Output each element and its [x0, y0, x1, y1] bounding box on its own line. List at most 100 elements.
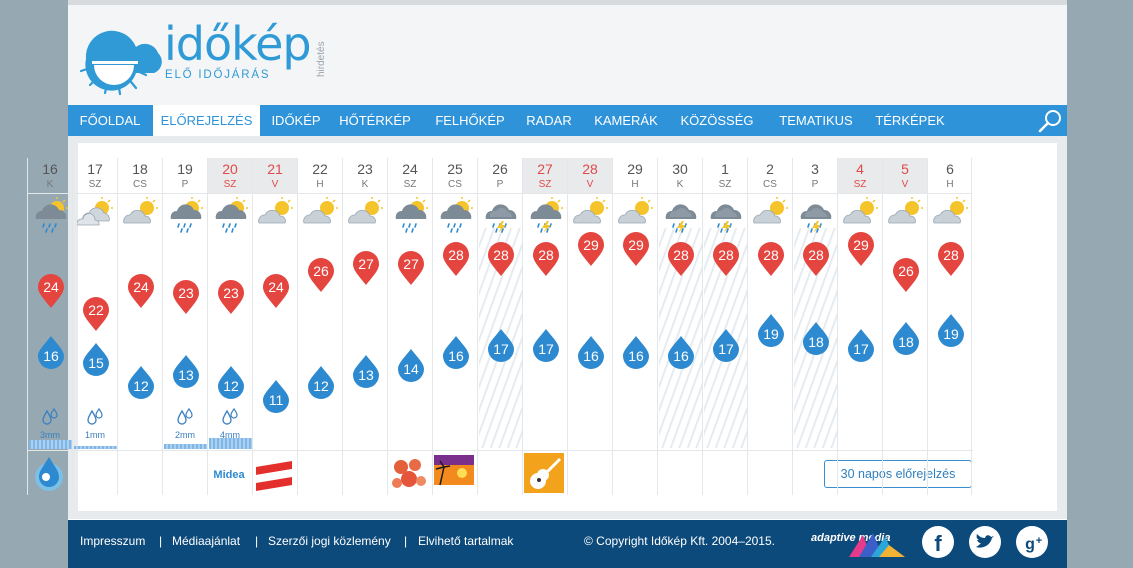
max-temp-value: 28 — [673, 247, 689, 263]
forecast-day-column[interactable]: 26 P 28 17 — [477, 158, 522, 495]
max-temp-value: 27 — [358, 256, 374, 272]
midea-logo[interactable]: Midea — [209, 453, 249, 493]
day-of-week: K — [361, 179, 369, 190]
forecast-day-column[interactable]: 30 K 28 16 — [657, 158, 702, 495]
day-header: 22 H — [298, 158, 342, 194]
day-of-week: SZ — [403, 179, 417, 190]
day-date: 26 — [492, 161, 508, 177]
min-temp-drop: 16 — [668, 336, 694, 369]
nav-item-kozosseg[interactable]: KÖZÖSSÉG — [680, 113, 754, 128]
max-temp-pin: 28 — [938, 242, 964, 276]
min-temp-drop: 18 — [803, 322, 829, 355]
min-temp-value: 17 — [538, 341, 554, 357]
facebook-icon[interactable]: f — [921, 525, 955, 559]
adaptive-media-logo[interactable]: adaptive media — [809, 527, 909, 561]
forecast-day-column[interactable]: 5 V 26 18 — [882, 158, 927, 495]
day-of-week: P — [811, 179, 819, 190]
nav-item-fooldal[interactable]: FŐOLDAL — [79, 113, 141, 128]
max-temp-pin: 26 — [308, 258, 334, 292]
ad-label: hirdetés — [316, 41, 327, 77]
nav-item-tematikus[interactable]: TEMATIKUS — [779, 113, 853, 128]
min-temp-drop: 19 — [938, 314, 964, 347]
logo-sun-cloud-icon[interactable] — [78, 17, 170, 97]
brand-name[interactable]: időkép — [164, 17, 312, 71]
day-date: 18 — [132, 161, 148, 177]
sun-cloud-icon — [933, 197, 968, 224]
footer-link-szerzoi-jog[interactable]: Szerzői jogi közlemény — [268, 534, 391, 548]
min-temp-drop: 16 — [443, 336, 469, 369]
min-temp-value: 17 — [718, 341, 734, 357]
sun-cloud-icon — [303, 197, 338, 224]
forecast-day-column[interactable]: 4 SZ 29 17 — [837, 158, 882, 495]
max-temp-value: 29 — [628, 237, 644, 253]
day-of-week: P — [496, 179, 504, 190]
nav-item-radar[interactable]: RADAR — [526, 113, 572, 128]
nav-item-kamerak[interactable]: KAMERÁK — [594, 113, 658, 128]
footer-link-elviheto[interactable]: Elvihető tartalmak — [418, 534, 514, 548]
min-temp-drop: 18 — [893, 322, 919, 355]
forecast-day-column[interactable]: 22 H 26 12 — [297, 158, 342, 495]
nav-item-felhokep[interactable]: FELHŐKÉP — [435, 113, 505, 128]
day-of-week: P — [181, 179, 189, 190]
min-temp-drop: 15 — [83, 343, 109, 376]
max-temp-value: 28 — [718, 247, 734, 263]
day-date: 1 — [721, 161, 729, 177]
header: időkép ELŐ IDŐJÁRÁS hirdetés — [68, 5, 1067, 106]
flowers-logo[interactable] — [389, 453, 429, 493]
max-temp-pin: 27 — [353, 251, 379, 285]
forecast-grid: 30 napos előrejelzés 16 K 24 16 3mm 17 SZ 22 15 1… — [27, 158, 973, 495]
precip-bar — [164, 444, 207, 449]
nav-item-idokep[interactable]: IDŐKÉP — [271, 113, 321, 128]
forecast-day-column[interactable]: 3 P 28 18 — [792, 158, 837, 495]
sunset-logo[interactable] — [434, 453, 474, 493]
nav-item-terkepek[interactable]: TÉRKÉPEK — [875, 113, 945, 128]
forecast-day-column[interactable]: 29 H 29 16 — [612, 158, 657, 495]
cloud-storm-icon — [665, 204, 697, 233]
forecast-day-column[interactable]: 23 K 27 13 — [342, 158, 387, 495]
search-icon[interactable] — [1037, 108, 1063, 134]
min-temp-value: 18 — [898, 334, 914, 350]
twitter-icon[interactable] — [968, 525, 1002, 559]
forecast-day-column[interactable]: 20 SZ 23 12 4mm — [207, 158, 252, 495]
day-date: 16 — [42, 161, 58, 177]
forecast-day-column[interactable]: 1 SZ 28 17 — [702, 158, 747, 495]
water-drop-logo[interactable] — [29, 453, 69, 493]
forecast-day-column[interactable]: 19 P 23 13 2mm — [162, 158, 207, 495]
nav-item-elorejelzes[interactable]: ELŐREJELZÉS — [153, 105, 260, 136]
forecast-day-column[interactable]: 24 SZ 27 14 — [387, 158, 432, 495]
forecast-day-column[interactable]: 6 H 28 19 — [927, 158, 972, 495]
max-temp-value: 28 — [808, 247, 824, 263]
max-temp-pin: 28 — [443, 242, 469, 276]
max-temp-pin: 28 — [758, 242, 784, 276]
min-temp-drop: 16 — [623, 336, 649, 369]
forecast-day-column[interactable]: 17 SZ 22 15 1mm — [72, 158, 117, 495]
guitar-logo[interactable] — [524, 453, 564, 493]
forecast-day-column[interactable]: 25 CS 28 16 — [432, 158, 477, 495]
max-temp-pin: 23 — [218, 280, 244, 314]
min-temp-value: 16 — [673, 348, 689, 364]
day-header: 29 H — [613, 158, 657, 194]
footer-link-impresszum[interactable]: Impresszum — [80, 534, 146, 548]
austria-flag-logo[interactable] — [254, 453, 294, 493]
forecast-30-day-button[interactable]: 30 napos előrejelzés — [824, 460, 972, 488]
max-temp-pin: 28 — [668, 242, 694, 276]
day-header: 1 SZ — [703, 158, 747, 194]
forecast-day-column[interactable]: 18 CS 24 12 — [117, 158, 162, 495]
cloud-sun-rain-icon — [440, 197, 473, 233]
min-temp-value: 14 — [403, 361, 419, 377]
max-temp-value: 23 — [223, 285, 239, 301]
raindrops-icon — [42, 408, 58, 425]
forecast-day-column[interactable]: 21 V 24 11 — [252, 158, 297, 495]
svg-text:g: g — [1025, 536, 1035, 553]
min-temp-value: 16 — [448, 348, 464, 364]
forecast-day-column[interactable]: 28 V 29 16 — [567, 158, 612, 495]
forecast-day-column[interactable]: 2 CS 28 19 — [747, 158, 792, 495]
google-plus-icon[interactable]: g + — [1015, 525, 1049, 559]
cloud-sun-rain-icon — [395, 197, 428, 233]
nav-item-hoterkep[interactable]: HŐTÉRKÉP — [339, 113, 411, 128]
footer-link-mediaajanlat[interactable]: Médiaajánlat — [172, 534, 241, 548]
day-of-week: CS — [133, 179, 147, 190]
forecast-day-column[interactable]: 27 SZ 28 17 — [522, 158, 567, 495]
forecast-day-column[interactable]: 16 K 24 16 3mm — [27, 158, 72, 495]
